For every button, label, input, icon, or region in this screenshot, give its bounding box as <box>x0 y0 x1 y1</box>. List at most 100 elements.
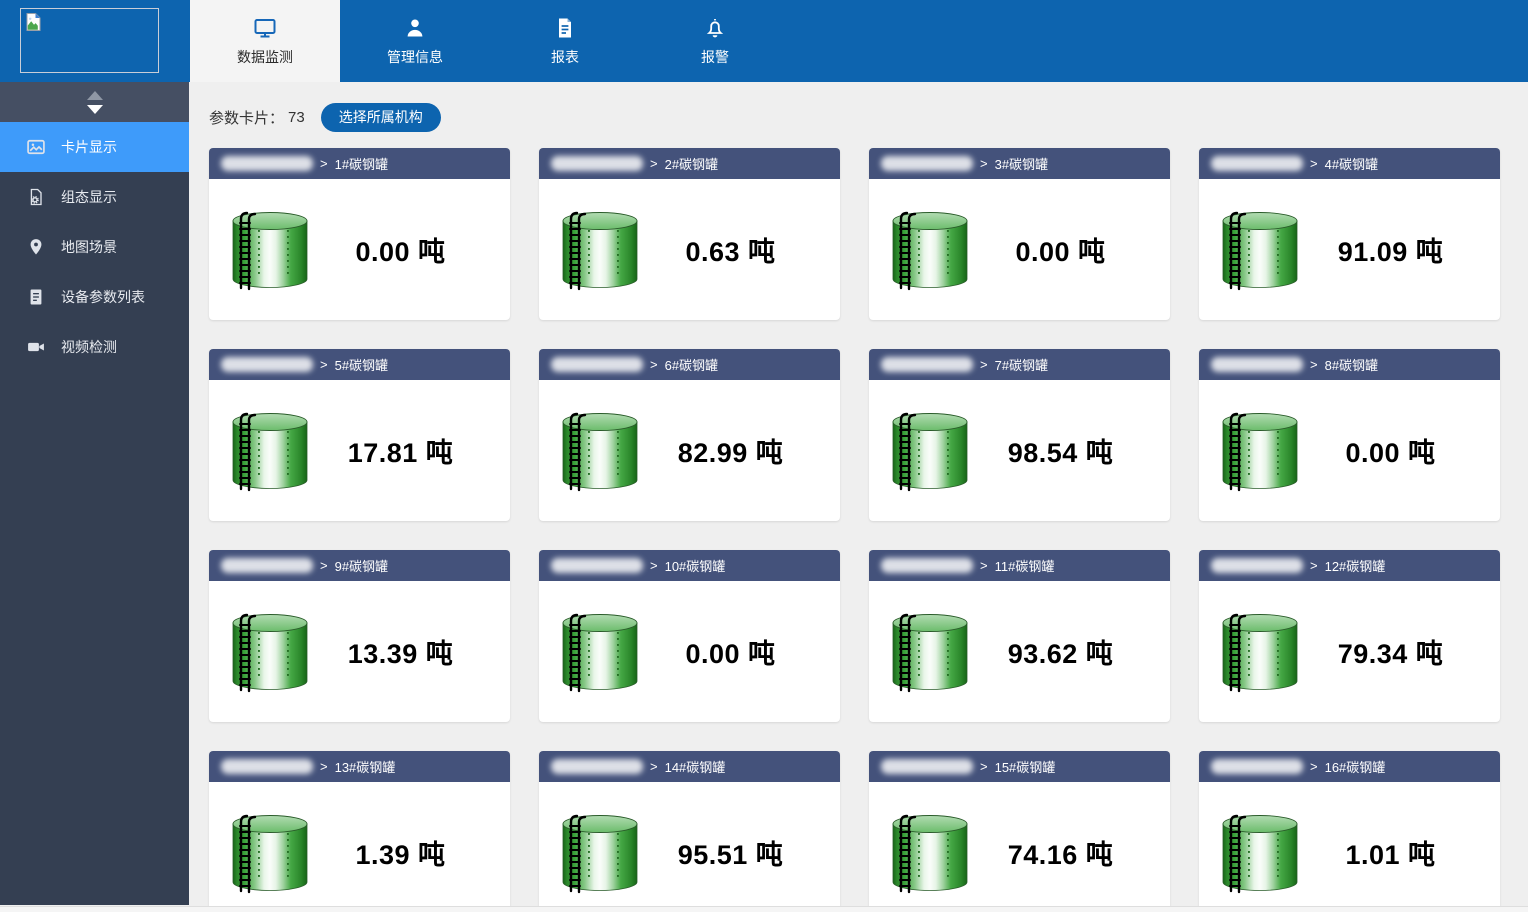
breadcrumb-separator: > <box>980 156 988 171</box>
content-toolbar: 参数卡片： 73 选择所属机构 <box>209 102 1508 132</box>
tank-card[interactable]: > 14#碳钢罐 <box>539 751 840 912</box>
tank-card-body: 0.00 吨 <box>539 581 840 722</box>
main-tabs: 数据监测 管理信息 报表 报警 <box>190 0 790 82</box>
breadcrumb-separator: > <box>650 156 658 171</box>
tank-icon <box>232 412 308 491</box>
sidebar-item-device-params[interactable]: 设备参数列表 <box>0 272 189 322</box>
tab-label: 数据监测 <box>237 48 293 65</box>
org-name-redacted <box>221 156 313 171</box>
tank-value-number: 0.00 <box>355 237 411 267</box>
tank-card[interactable]: > 16#碳钢罐 <box>1199 751 1500 912</box>
tank-value: 17.81 吨 <box>309 431 510 470</box>
tank-card-header: > 8#碳钢罐 <box>1199 349 1500 380</box>
tank-card-header: > 12#碳钢罐 <box>1199 550 1500 581</box>
org-name-redacted <box>551 759 643 774</box>
tank-card[interactable]: > 4#碳钢罐 <box>1199 148 1500 320</box>
tank-card-header: > 10#碳钢罐 <box>539 550 840 581</box>
tank-name: 11#碳钢罐 <box>994 559 1055 574</box>
tank-card[interactable]: > 7#碳钢罐 <box>869 349 1170 521</box>
breadcrumb-separator: > <box>980 558 988 573</box>
tank-card[interactable]: > 13#碳钢罐 <box>209 751 510 912</box>
tank-card[interactable]: > 12#碳钢罐 <box>1199 550 1500 722</box>
tank-card[interactable]: > 10#碳钢罐 <box>539 550 840 722</box>
tab-management-info[interactable]: 管理信息 <box>340 0 490 82</box>
breadcrumb-separator: > <box>650 357 658 372</box>
tab-reports[interactable]: 报表 <box>490 0 640 82</box>
param-card-count-label: 参数卡片： <box>209 109 285 127</box>
org-name-redacted <box>881 357 973 372</box>
report-icon <box>559 18 571 37</box>
ladder <box>1229 211 1247 290</box>
tank-icon <box>1222 814 1298 893</box>
org-name-redacted <box>221 357 313 372</box>
tank-name: 10#碳钢罐 <box>664 559 726 574</box>
tank-value-number: 79.34 <box>1337 639 1408 669</box>
sidebar-item-card-display[interactable]: 卡片显示 <box>0 122 189 172</box>
tab-alarms[interactable]: 报警 <box>640 0 790 82</box>
tank-value-unit: 吨 <box>1415 237 1444 267</box>
breadcrumb-separator: > <box>1310 357 1318 372</box>
tank-value-unit: 吨 <box>1415 639 1444 669</box>
horizontal-scrollbar[interactable] <box>0 906 1528 912</box>
tank-card-header: > 14#碳钢罐 <box>539 751 840 782</box>
org-name-redacted <box>551 357 643 372</box>
ladder <box>569 412 587 491</box>
org-name-redacted <box>1211 759 1303 774</box>
tank-card[interactable]: > 5#碳钢罐 <box>209 349 510 521</box>
sidebar-item-video-detection[interactable]: 视频检测 <box>0 322 189 372</box>
ladder <box>239 613 257 692</box>
tank-value: 74.16 吨 <box>969 833 1170 872</box>
sidebar-item-label: 组态显示 <box>61 189 117 205</box>
tank-value: 1.01 吨 <box>1299 833 1500 872</box>
tank-card[interactable]: > 3#碳钢罐 <box>869 148 1170 320</box>
select-organization-button[interactable]: 选择所属机构 <box>320 102 441 132</box>
tank-value-number: 82.99 <box>677 438 748 468</box>
ladder <box>239 211 257 290</box>
sidebar-item-label: 视频检测 <box>61 339 117 355</box>
ladder <box>899 613 917 692</box>
video-camera-icon <box>28 342 44 352</box>
tank-value: 13.39 吨 <box>309 632 510 671</box>
breadcrumb-separator: > <box>320 357 328 372</box>
tab-label: 报表 <box>551 48 579 65</box>
sidebar-item-config-display[interactable]: 组态显示 <box>0 172 189 222</box>
tank-name: 15#碳钢罐 <box>994 760 1056 775</box>
tab-data-monitoring[interactable]: 数据监测 <box>190 0 340 82</box>
tank-value-number: 17.81 <box>347 438 418 468</box>
tank-card-body: 0.00 吨 <box>1199 380 1500 521</box>
breadcrumb-separator: > <box>980 357 988 372</box>
tank-card-header: > 1#碳钢罐 <box>209 148 510 179</box>
tank-value-number: 91.09 <box>1337 237 1408 267</box>
tank-value-number: 98.54 <box>1007 438 1078 468</box>
main-content: 参数卡片： 73 选择所属机构 > 1#碳钢罐 <box>189 82 1528 912</box>
tank-value-unit: 吨 <box>1085 639 1114 669</box>
tank-card[interactable]: > 2#碳钢罐 <box>539 148 840 320</box>
ladder <box>569 211 587 290</box>
tank-icon <box>1222 613 1298 692</box>
tank-value-number: 74.16 <box>1007 840 1078 870</box>
sidebar-collapse-toggle[interactable] <box>0 82 189 122</box>
tank-name: 9#碳钢罐 <box>334 559 389 574</box>
tank-card-header: > 9#碳钢罐 <box>209 550 510 581</box>
org-name-redacted <box>1211 357 1303 372</box>
tank-card[interactable]: > 11#碳钢罐 <box>869 550 1170 722</box>
tank-card[interactable]: > 1#碳钢罐 <box>209 148 510 320</box>
tab-label: 报警 <box>701 48 729 65</box>
breadcrumb-separator: > <box>1310 759 1318 774</box>
tank-card-body: 82.99 吨 <box>539 380 840 521</box>
sidebar-item-label: 地图场景 <box>61 239 117 255</box>
tank-card-body: 74.16 吨 <box>869 782 1170 912</box>
tab-label: 管理信息 <box>387 48 443 65</box>
breadcrumb-separator: > <box>980 759 988 774</box>
tank-card-body: 98.54 吨 <box>869 380 1170 521</box>
sidebar-item-map-scene[interactable]: 地图场景 <box>0 222 189 272</box>
tank-card[interactable]: > 6#碳钢罐 <box>539 349 840 521</box>
tank-card[interactable]: > 15#碳钢罐 <box>869 751 1170 912</box>
tank-card[interactable]: > 8#碳钢罐 <box>1199 349 1500 521</box>
card-grid: > 1#碳钢罐 <box>209 148 1508 912</box>
breadcrumb-separator: > <box>1310 558 1318 573</box>
tank-value-unit: 吨 <box>755 438 784 468</box>
tank-card-body: 13.39 吨 <box>209 581 510 722</box>
tank-value-unit: 吨 <box>755 840 784 870</box>
tank-card[interactable]: > 9#碳钢罐 <box>209 550 510 722</box>
